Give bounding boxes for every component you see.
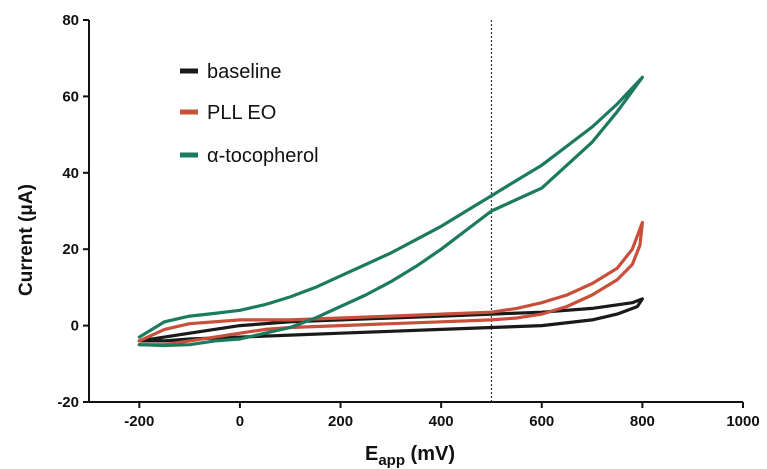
series-line-2 [137, 75, 644, 348]
x-tick-label: 1000 [726, 413, 759, 430]
y-tick-label: 0 [71, 318, 79, 335]
x-tick-label: 0 [236, 413, 244, 430]
legend: baseline PLL EO α-tocopherol [180, 61, 319, 167]
y-tick-label: 20 [62, 241, 79, 258]
x-axis-title-subscript: app [378, 452, 405, 469]
y-tick-label: 40 [62, 165, 79, 182]
series-layer [137, 75, 644, 348]
x-axis-title-unit: (mV) [405, 443, 455, 465]
x-tick-label: 600 [529, 413, 554, 430]
x-axis-title-main: E [365, 443, 378, 465]
legend-label-0: baseline [207, 61, 282, 83]
legend-label-1: PLL EO [207, 102, 276, 124]
legend-label-2: α-tocopherol [207, 145, 319, 167]
x-tick-label: -200 [124, 413, 154, 430]
y-tick-label: 80 [62, 12, 79, 29]
x-axis-title: Eapp (mV) [365, 443, 455, 469]
series-line-1 [137, 220, 644, 347]
x-tick-label: 400 [429, 413, 454, 430]
series-1 [137, 220, 644, 347]
y-tick-label: -20 [57, 394, 79, 411]
x-tick-label: 800 [630, 413, 655, 430]
series-line-0 [137, 297, 644, 343]
series-0 [137, 297, 644, 343]
y-tick-label: 60 [62, 88, 79, 105]
y-axis-title: Current (μA) [16, 184, 37, 296]
x-tick-label: 200 [328, 413, 353, 430]
series-2 [137, 75, 644, 348]
